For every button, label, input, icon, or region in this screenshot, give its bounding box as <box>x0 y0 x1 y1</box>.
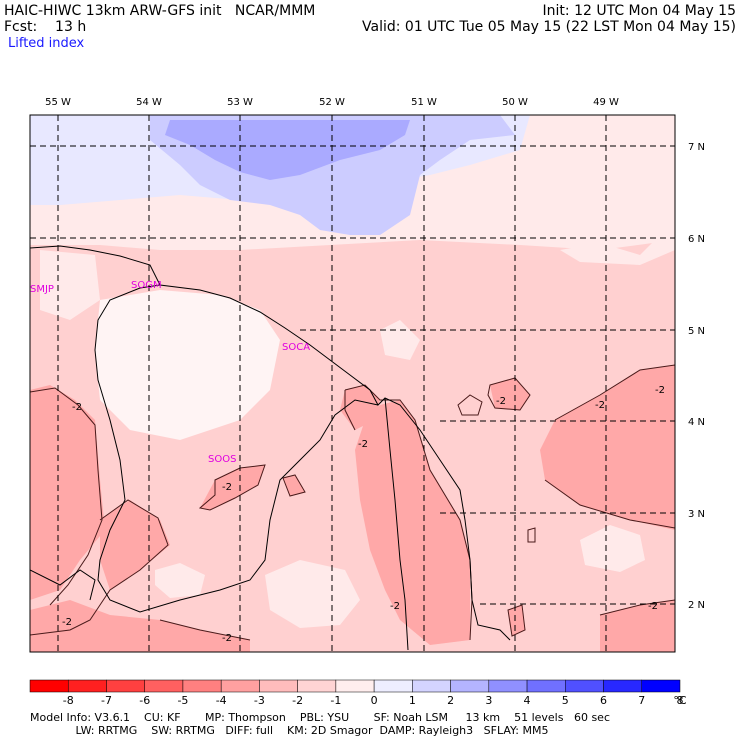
colorbar-tick-label: 0 <box>370 694 378 707</box>
colorbar-swatch <box>144 679 184 693</box>
colorbar-swatch <box>259 679 298 693</box>
colorbar-swatch <box>373 679 413 693</box>
near-white-interior <box>95 290 280 440</box>
lon-label: 53 W <box>227 97 253 108</box>
station-sogm: SOGM <box>131 280 162 291</box>
colorbar-unit: °C <box>673 694 687 707</box>
colorbar-tick-label: -4 <box>215 694 227 707</box>
station-smjp: SMJP <box>30 284 54 295</box>
darker-region-southeast <box>600 600 675 652</box>
lat-label: 4 N <box>688 417 705 428</box>
colorbar-swatch <box>220 679 260 693</box>
lon-label: 50 W <box>502 97 528 108</box>
latitude-labels: 7 N 6 N 5 N 4 N 3 N 2 N <box>688 142 705 611</box>
lon-label: 49 W <box>593 97 619 108</box>
valid-time: Valid: 01 UTC Tue 05 May 15 (22 LST Mon … <box>362 19 736 35</box>
darker-region-southwest <box>100 500 170 590</box>
field-name: Lifted index <box>8 36 85 51</box>
colorbar-tick-label: -3 <box>253 694 265 707</box>
colorbar-swatch <box>450 679 490 693</box>
colorbar-swatch <box>67 679 107 693</box>
station-labels: SMJP SOGM SOCA SOOS <box>30 280 310 465</box>
colorbar-tick-label: -8 <box>62 694 74 707</box>
map-frame <box>29 114 676 653</box>
colorbar-swatch <box>565 679 604 693</box>
colorbar-tick-label: 8 <box>676 694 684 707</box>
contour-label: -2 <box>390 601 400 612</box>
colorbar-tick-label: 3 <box>485 694 493 707</box>
darker-region-central <box>355 400 470 645</box>
contour-label: -2 <box>496 396 506 407</box>
contour-label: -2 <box>648 601 658 612</box>
lon-label: 55 W <box>45 97 71 108</box>
station-soca: SOCA <box>282 342 310 353</box>
colorbar-swatch <box>526 679 566 693</box>
station-soos: SOOS <box>208 454 236 465</box>
darker-patch-small <box>283 475 305 496</box>
lat-label: 3 N <box>688 509 705 520</box>
light-patch-east <box>580 525 645 572</box>
contour-label: -2 <box>358 439 368 450</box>
colorbar-tick-label: 6 <box>600 694 608 707</box>
colorbar-swatch <box>29 679 69 693</box>
lat-label: 5 N <box>688 326 705 337</box>
lon-label: 52 W <box>319 97 345 108</box>
lon-label: 51 W <box>411 97 437 108</box>
darker-patch-interior <box>200 465 265 510</box>
colorbar-swatch <box>335 679 375 693</box>
darker-patch-coast <box>340 385 380 430</box>
longitude-labels: 55 W 54 W 53 W 52 W 51 W 50 W 49 W <box>45 97 619 108</box>
lat-lon-grid <box>30 115 675 652</box>
colorbar-swatch <box>106 679 145 693</box>
darker-patch-tiny <box>508 605 525 636</box>
colorbar-swatch <box>182 679 222 693</box>
contour-label: -2 <box>62 617 72 628</box>
darker-region-south <box>30 600 250 652</box>
colorbar-tick-label: -5 <box>177 694 189 707</box>
light-patch-south <box>265 560 360 628</box>
contour-label: -2 <box>595 400 605 411</box>
model-info-line1: Model Info: V3.6.1 CU: KF MP: Thompson P… <box>30 711 610 724</box>
lat-label: 6 N <box>688 234 705 245</box>
contour-label: -2 <box>655 385 665 396</box>
coastlines-borders <box>30 245 511 651</box>
contour-label: -2 <box>222 482 232 493</box>
contour-label: -2 <box>222 633 232 644</box>
lat-label: 7 N <box>688 142 705 153</box>
colorbar-swatch <box>603 679 643 693</box>
colorbar-tick-label: -7 <box>100 694 112 707</box>
colorbar-tick-label: -1 <box>330 694 342 707</box>
light-region-west <box>40 250 100 320</box>
light-patch-southwest <box>155 563 205 598</box>
darker-region-east <box>540 365 675 530</box>
lat-label: 2 N <box>688 600 705 611</box>
darker-patch-northeast <box>490 378 530 410</box>
colorbar-tick-label: 1 <box>408 694 416 707</box>
contour-labels: -2 -2 -2 -2 -2 -2 -2 -2 -2 -2 <box>62 385 665 644</box>
blue-core-region <box>165 120 410 180</box>
forecast-hour: Fcst: 13 h <box>4 19 87 35</box>
colorbar <box>29 679 681 693</box>
colorbar-tick-label: 5 <box>561 694 569 707</box>
light-strip-east <box>560 235 675 265</box>
colorbar-swatch <box>297 679 337 693</box>
colorbar-tick-label: 2 <box>447 694 455 707</box>
colorbar-tick-label: 7 <box>638 694 646 707</box>
colorbar-swatch <box>488 679 528 693</box>
colorbar-tick-label: -2 <box>292 694 304 707</box>
contour-label: -2 <box>72 402 82 413</box>
init-time: Init: 12 UTC Mon 04 May 15 <box>542 3 736 19</box>
colorbar-swatch <box>412 679 451 693</box>
darker-region-west <box>30 385 105 600</box>
colorbar-swatch <box>641 679 681 693</box>
lon-label: 54 W <box>136 97 162 108</box>
model-info-line2: LW: RRTMG SW: RRTMG DIFF: full KM: 2D Sm… <box>30 724 549 737</box>
colorbar-tick-label: 4 <box>523 694 531 707</box>
colorbar-tick-label: -6 <box>139 694 151 707</box>
model-title: HAIC-HIWC 13km ARW-GFS init NCAR/MMM <box>4 3 316 19</box>
